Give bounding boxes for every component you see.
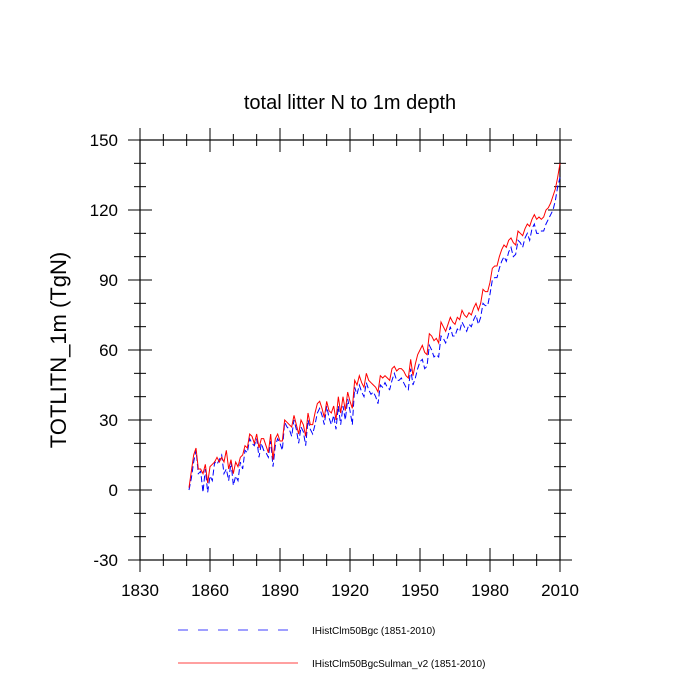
y-tick-label: 0 [109, 481, 118, 500]
x-tick-label: 1830 [121, 581, 159, 600]
x-axis-tick-labels: 1830 1860 1890 1920 1950 1980 2010 [121, 581, 579, 600]
x-tick-label: 1920 [331, 581, 369, 600]
y-tick-label: 90 [99, 271, 118, 290]
x-tick-label: 1950 [401, 581, 439, 600]
x-tick-label: 1890 [261, 581, 299, 600]
series-line-1 [188, 177, 561, 493]
chart-title: total litter N to 1m depth [244, 92, 456, 114]
y-tick-label: 30 [99, 411, 118, 430]
y-axis-label: TOTLITN_1m (TgN) [46, 252, 71, 448]
y-tick-label: 150 [90, 131, 118, 150]
legend-label-series-1: IHistClm50Bgc (1851-2010) [312, 626, 435, 637]
x-tick-label: 1860 [191, 581, 229, 600]
plot-frame [139, 139, 561, 561]
y-tick-label: 60 [99, 341, 118, 360]
y-tick-label: -30 [93, 551, 118, 570]
legend: IHistClm50Bgc (1851-2010) IHistClm50BgcS… [178, 626, 485, 670]
x-tick-label: 2010 [541, 581, 579, 600]
x-tick-label: 1980 [471, 581, 509, 600]
legend-label-series-2: IHistClm50BgcSulman_v2 (1851-2010) [312, 659, 485, 670]
axis-ticks [128, 128, 572, 572]
y-tick-label: 120 [90, 201, 118, 220]
series-layer [188, 163, 561, 493]
y-axis-tick-labels: -30 0 30 60 90 120 150 [90, 131, 118, 570]
series-line-2 [188, 163, 561, 488]
